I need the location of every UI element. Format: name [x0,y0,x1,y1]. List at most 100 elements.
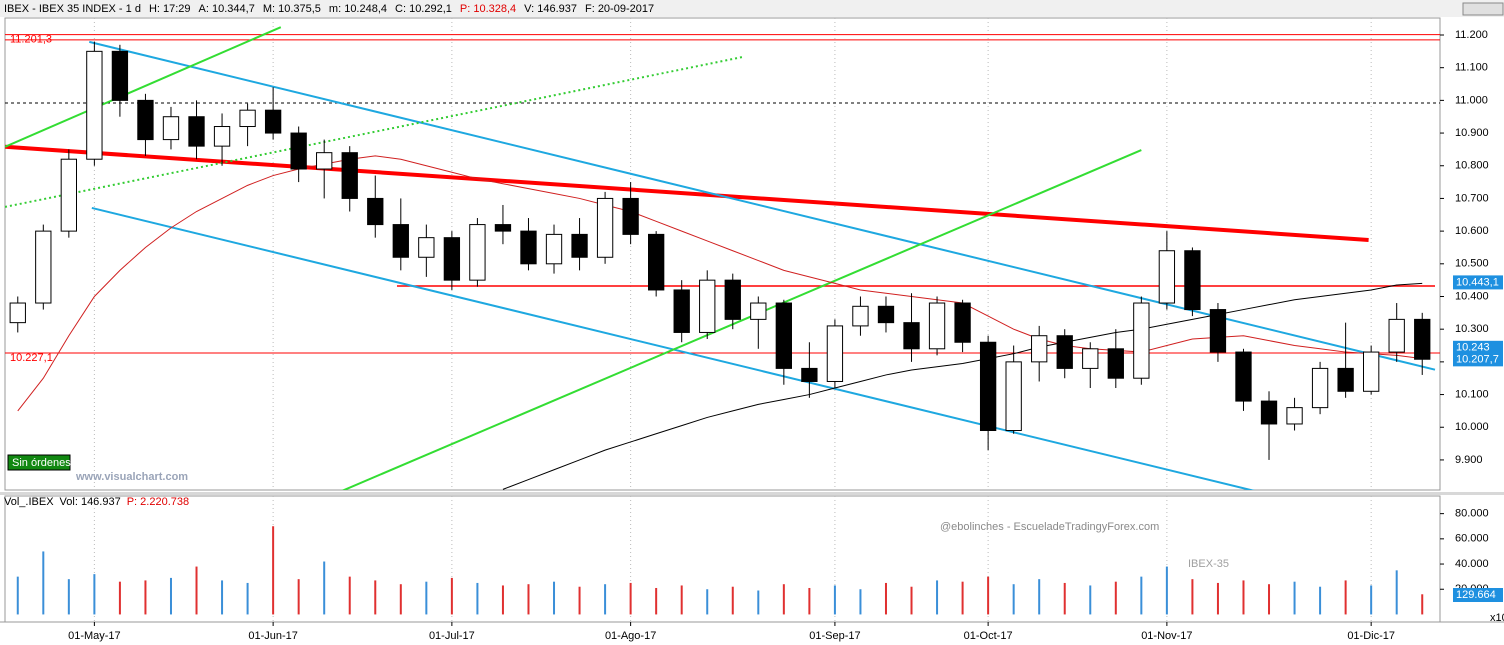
volume-bar [42,551,45,615]
volume-marker [1453,588,1503,602]
price-marker-label: 10.243 [1456,342,1490,354]
y-tick-label: 10.600 [1455,225,1489,237]
candle-body [1005,361,1022,432]
candle-body [367,197,384,226]
y-tick-label: 40.000 [1455,558,1489,570]
candle-body [979,341,997,432]
price-marker-label: 10.207,7 [1456,353,1499,365]
header-field: A: 10.344,7 [199,3,255,15]
x-tick-label: 01-Jul-17 [429,630,475,642]
status-label: Sin órdenes [12,457,71,469]
volume-bar [1038,579,1041,615]
volume-bar [1370,585,1373,615]
volume-bar [680,585,683,615]
header-field: C: 10.292,1 [395,3,452,15]
volume-header-field: Vol_.IBEX [4,496,54,508]
volume-bar [527,584,530,615]
volume-bar [67,579,70,615]
volume-bar [16,576,19,615]
volume-bar [246,582,249,615]
volume-bar [706,589,709,615]
trendline [5,144,1369,242]
x-tick-label: 01-May-17 [68,630,121,642]
candle-body [392,224,409,258]
candle-body [724,279,741,320]
header-field: M: 10.375,5 [263,3,321,15]
candle-body [316,152,333,170]
y-tick-label: 10.000 [1455,421,1489,433]
candle-body [469,224,486,281]
volume-bar [144,580,147,615]
volume-bar [731,586,734,615]
y-tick-label: 10.400 [1455,290,1489,302]
y-tick-label: 10.300 [1455,323,1489,335]
y-tick-label: 11.200 [1455,29,1488,41]
trendline [341,149,1142,490]
x-tick-label: 01-Nov-17 [1141,630,1192,642]
volume-bar [348,576,351,615]
candle-body [1388,318,1405,353]
volume-bar [1191,579,1194,615]
window-buttons[interactable] [1462,2,1504,16]
volume-bar [578,586,581,615]
candle-body [1311,367,1329,409]
candle-body [341,152,358,199]
candle-body [928,302,946,350]
volume-bar [884,582,887,615]
price-marker-label: 10.443,1 [1456,276,1499,288]
y-tick-label: 10.800 [1455,160,1489,172]
moving-average [17,155,1423,412]
candle-body [35,230,52,304]
volume-bar [1012,584,1015,615]
volume-bar [501,585,504,615]
header-field: V: 146.937 [524,3,577,15]
candle-body [188,116,205,147]
header-bar [0,0,1504,17]
line-label: 10.227,1 [10,352,53,364]
volume-bar [1216,582,1219,615]
candle-body [1235,351,1252,402]
volume-bar [1140,576,1143,615]
candle-body [111,50,129,101]
price-panel [4,17,1441,491]
volume-header-field: Vol: 146.937 [60,496,121,508]
x-tick-label: 01-Oct-17 [964,630,1013,642]
candle-body [1107,348,1124,379]
volume-bar [987,576,990,615]
y-tick-label: 11.100 [1455,62,1488,74]
volume-bar [808,587,811,615]
volume-bar [1114,581,1117,615]
volume-marker-label: 129.664 [1456,589,1496,601]
volume-bar [93,574,96,615]
volume-bar [450,577,453,615]
volume-bar [476,582,479,615]
candle-body [1414,318,1431,360]
volume-bar [1293,581,1296,615]
volume-bar [1395,570,1398,615]
candle-body [1031,335,1048,363]
candle-body [699,279,716,333]
x-tick-label: 01-Jun-17 [248,630,298,642]
volume-bar [1319,586,1322,615]
y-tick-label: 10.500 [1455,258,1489,270]
moving-average [502,282,1423,490]
volume-factor: x10 [1490,612,1504,624]
volume-bar [297,579,300,615]
volume-bar [195,566,198,615]
volume-bar [221,580,224,615]
candle-body [775,302,793,369]
candle-body [877,305,895,324]
watermark: www.visualchart.com [75,471,188,483]
candle-body [494,224,512,232]
candle-body [545,233,563,265]
candle-body [648,233,665,291]
volume-bar [553,581,556,615]
candle-body [137,99,154,141]
price-marker [1453,340,1503,355]
candle-body [520,230,537,265]
volume-bar [399,584,402,615]
candle-body [264,109,282,134]
volume-bar [604,584,607,615]
